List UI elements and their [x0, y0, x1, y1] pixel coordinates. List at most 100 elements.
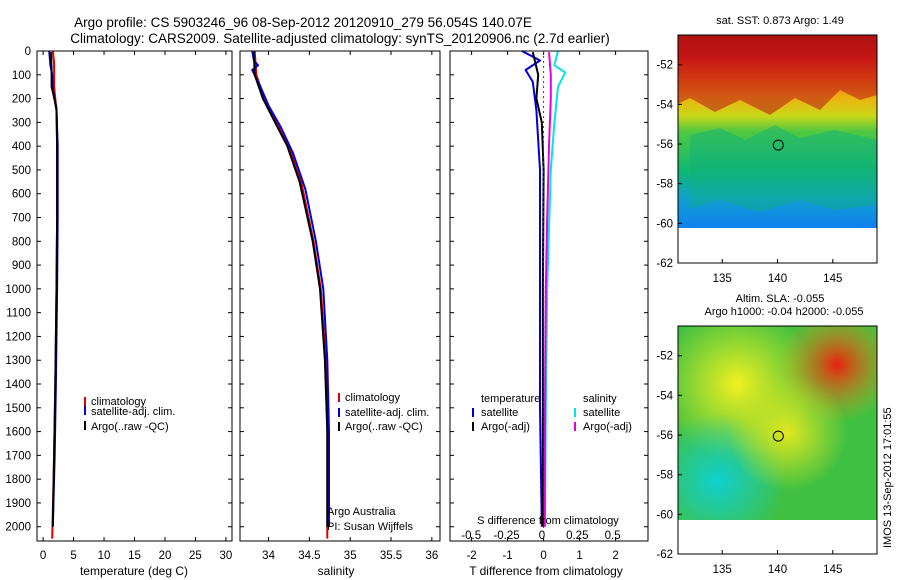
temperature-lines [48, 50, 59, 539]
x-tick-label: 34.5 [298, 550, 320, 562]
argo-position-marker [772, 430, 784, 442]
sst-map-ticks: -52 -54 -56 -58 -60 -62 135 140 145 [656, 60, 842, 285]
series-line-salinity-1 [251, 50, 330, 527]
y-tick-label: 400 [12, 141, 31, 153]
difference-panel: -2 -1 0 1 2 -0.5 -0.25 0 0.25 0.5 T difference fr… [449, 50, 649, 578]
top-x-tick-label: -0.25 [493, 530, 519, 542]
temperature-ticks: 0100200300400500600700800900100011001200… [5, 46, 232, 562]
y-tick-label: 1300 [5, 355, 31, 367]
series-line-temperature-2 [50, 52, 59, 527]
sst-map-title: sat. SST: 0.873 Argo: 1.49 [716, 15, 844, 27]
x-tick-label: 0 [540, 550, 546, 562]
sst-cool-region [690, 125, 877, 212]
sla-anomaly-mid [678, 326, 877, 520]
x-tick-label: 15 [128, 550, 141, 562]
sst-warm-region [678, 35, 877, 115]
legend-label-temp-argo: Argo(-adj) [481, 421, 530, 433]
legend-label-sal-argo: Argo(-adj) [583, 421, 632, 433]
sla-map-panel: Altim. SLA: -0.055 Argo h1000: -0.04 h20… [656, 293, 878, 576]
map-y-tick-label: -62 [656, 549, 673, 561]
sst-map-panel: sat. SST: 0.873 Argo: 1.49 -52-54-56-58-… [656, 15, 878, 285]
series-line-differences-0 [521, 50, 543, 527]
x-tick-label: 0 [40, 550, 46, 562]
map-y-tick-label: -52 [656, 351, 673, 363]
difference-axes-frame [449, 50, 649, 542]
difference-xlabel: T difference from climatology [469, 564, 623, 578]
x-tick-label: 30 [220, 550, 233, 562]
series-line-differences-3 [543, 52, 552, 527]
y-tick-label: 1200 [5, 331, 31, 343]
sst-no-data [678, 228, 877, 263]
imos-timestamp: IMOS 13-Sep-2012 17:01:55 [882, 407, 894, 548]
legend-label-climatology: climatology [345, 392, 401, 404]
map-x-tick-label: 135 [713, 564, 732, 576]
top-x-tick-label: 0 [539, 530, 545, 542]
top-x-tick-label: -0.5 [461, 530, 481, 542]
x-tick-label: 10 [98, 550, 111, 562]
temperature-xlabel: temperature (deg C) [80, 564, 188, 578]
map-y-tick-label: -60 [656, 218, 673, 230]
sla-map-title: Altim. SLA: -0.055 [736, 293, 825, 305]
difference-legend-salinity: salinity satellite Argo(-adj) [574, 393, 632, 433]
x-tick-label: -2 [466, 550, 476, 562]
map-y-tick-label: -56 [656, 139, 673, 151]
series-line-differences-2 [544, 50, 567, 527]
y-tick-label: 1900 [5, 498, 31, 510]
x-tick-label: 1 [576, 550, 582, 562]
salinity-legend: climatology satellite-adj. clim. Argo(..… [338, 392, 429, 433]
legend-label-climatology: climatology [91, 396, 147, 408]
x-tick-label: 2 [612, 550, 618, 562]
legend-label-satellite: satellite-adj. clim. [345, 407, 429, 419]
y-tick-label: 300 [12, 117, 31, 129]
y-tick-label: 1600 [5, 427, 31, 439]
annotation-line1: Argo Australia [327, 506, 396, 518]
x-tick-label: -1 [502, 550, 512, 562]
salinity-xlabel: salinity [318, 564, 355, 578]
figure-title-line1: Argo profile: CS 5903246_96 08-Sep-2012 … [74, 15, 532, 30]
y-tick-label: 600 [12, 189, 31, 201]
legend-label-argo: Argo(..raw -QC) [345, 421, 423, 433]
top-x-tick-label: 0.5 [605, 530, 621, 542]
x-tick-label: 5 [70, 550, 76, 562]
map-y-tick-label: -54 [656, 99, 673, 111]
y-tick-label: 2000 [5, 522, 31, 534]
map-y-tick-label: -62 [656, 258, 673, 270]
legend-title-salinity: salinity [583, 393, 617, 405]
top-x-tick-label: 0.25 [566, 530, 588, 542]
sla-map-subtitle: Argo h1000: -0.04 h2000: -0.055 [704, 306, 863, 318]
series-line-differences-1 [531, 51, 545, 527]
y-tick-label: 900 [12, 260, 31, 272]
legend-label-satellite: satellite-adj. clim. [91, 406, 175, 418]
legend-title-temperature: temperature [481, 393, 540, 405]
map-y-tick-label: -52 [656, 60, 673, 72]
map-x-tick-label: 145 [823, 273, 842, 285]
map-x-tick-label: 140 [768, 273, 787, 285]
annotation-line2: PI: Susan Wijffels [327, 521, 413, 533]
series-line-salinity-2 [252, 52, 329, 527]
y-tick-label: 800 [12, 236, 31, 248]
difference-ticks: -2 -1 0 1 2 -0.5 -0.25 0 0.25 0.5 [450, 50, 648, 562]
legend-label-sal-satellite: satellite [583, 407, 620, 419]
map-y-tick-label: -58 [656, 179, 673, 191]
difference-legend-temperature: temperature satellite Argo(-adj) [472, 393, 540, 433]
map-x-tick-label: 140 [768, 564, 787, 576]
x-tick-label: 25 [189, 550, 202, 562]
map-x-tick-label: 135 [713, 273, 732, 285]
figure-title-line2: Climatology: CARS2009. Satellite-adjuste… [70, 31, 610, 46]
sla-no-data [678, 520, 877, 554]
temperature-axes-frame [36, 50, 233, 542]
x-tick-label: 35.5 [380, 550, 402, 562]
difference-xlabel-top: S difference from climatology [477, 515, 619, 527]
y-tick-label: 1700 [5, 450, 31, 462]
y-tick-label: 1400 [5, 379, 31, 391]
salinity-ticks: 34 34.5 35 35.5 36 [240, 50, 440, 562]
y-tick-label: 700 [12, 213, 31, 225]
map-x-tick-label: 145 [823, 564, 842, 576]
salinity-lines [251, 50, 330, 539]
y-tick-label: 0 [25, 46, 31, 58]
y-tick-label: 1500 [5, 403, 31, 415]
x-tick-label: 34 [262, 550, 275, 562]
x-tick-label: 35 [344, 550, 357, 562]
salinity-panel: 34 34.5 35 35.5 36 salinity climatology sate… [239, 50, 441, 578]
